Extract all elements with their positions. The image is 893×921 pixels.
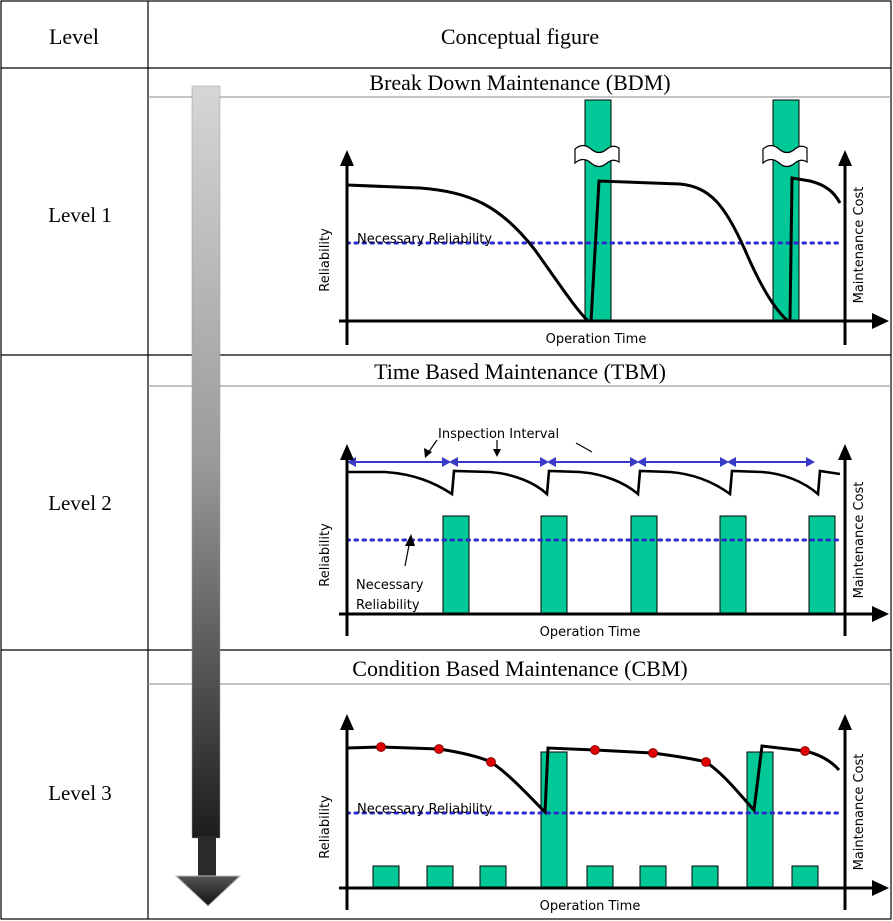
bdm-y-axis-label: Reliability [318,228,333,292]
bdm-threshold-label: Necessary Reliability [357,232,492,247]
bdm-x-axis-label: Operation Time [546,332,647,347]
tbm-cost-axis-label: Maintenance Cost [852,482,867,599]
cbm-condition-points [376,742,810,767]
bdm-title: Break Down Maintenance (BDM) [369,70,670,95]
tbm-threshold-label-line2: Reliability [356,598,420,613]
cbm-inspection-bars [372,865,819,889]
bdm-reliability-curve [346,176,842,323]
level-progression-arrow [174,85,242,907]
cbm-x-axis-label: Operation Time [540,899,641,914]
tbm-threshold-label-line1: Necessary [356,578,424,593]
bdm-cost-axis-label: Maintenance Cost [852,187,867,304]
title-dividers [148,96,891,685]
level-3-label: Level 3 [48,781,112,805]
tbm-title: Time Based Maintenance (TBM) [374,359,666,384]
tbm-interval-label: Inspection Interval [438,427,559,442]
header-conceptual-figure: Conceptual figure [441,24,599,49]
tbm-x-axis-label: Operation Time [540,625,641,640]
cbm-title: Condition Based Maintenance (CBM) [352,656,687,681]
level-2-label: Level 2 [48,491,112,515]
tbm-inspection-intervals [347,457,815,467]
tbm-reliability-curve [347,469,841,497]
tbm-chart: Inspection Interval Necessary Reliabilit… [318,427,889,640]
cbm-axes [339,714,889,910]
cbm-y-axis-label: Reliability [318,795,333,859]
tbm-axes [339,444,889,636]
bdm-chart: Necessary Reliability Reliability Mainte… [318,99,889,347]
cbm-chart: Necessary Reliability Reliability Mainte… [318,714,889,914]
cbm-cost-axis-label: Maintenance Cost [852,754,867,871]
bdm-repair-bars [584,99,800,322]
bdm-axes [339,150,889,345]
tbm-callout-arrows [404,439,593,567]
level-1-label: Level 1 [48,203,112,227]
bdm-break-symbols [574,144,808,168]
tbm-maintenance-bars [442,515,836,615]
header-level: Level [49,24,99,49]
cbm-threshold-label: Necessary Reliability [357,802,492,817]
tbm-y-axis-label: Reliability [318,523,333,587]
